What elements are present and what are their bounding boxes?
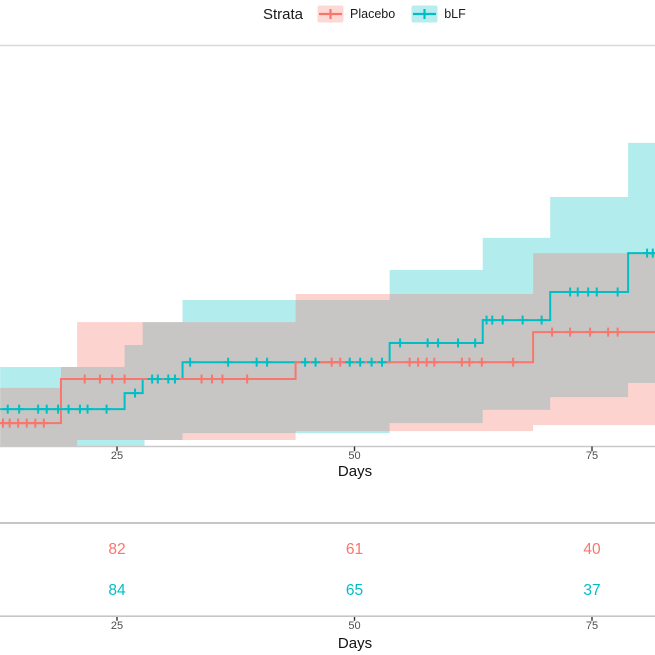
- legend-item-label: bLF: [444, 7, 466, 21]
- risk-count-blf-day75: 37: [583, 582, 601, 599]
- x-tick-label: 50: [348, 620, 361, 632]
- x-tick-label: 50: [348, 450, 361, 462]
- x-tick-label: 25: [110, 450, 124, 462]
- x-tick-label: 25: [110, 620, 124, 632]
- placebo-key-icon: [317, 5, 344, 23]
- x-tick-label: 75: [585, 450, 599, 462]
- legend: Strata Placebo bLF: [263, 3, 482, 25]
- blf-key-icon: [411, 5, 438, 23]
- risk-count-placebo-day25: 82: [108, 541, 126, 558]
- legend-item-blf: bLF: [411, 5, 466, 23]
- plot-x-axis-label: Days: [337, 463, 373, 480]
- risk-count-blf-day25: 84: [108, 582, 126, 599]
- risk-count-placebo-day75: 40: [583, 541, 601, 558]
- risk-table-x-axis-label: Days: [337, 635, 373, 652]
- risk-count-blf-day50: 65: [345, 582, 364, 599]
- legend-title: Strata: [263, 5, 304, 23]
- legend-item-placebo: Placebo: [317, 5, 395, 23]
- x-tick-label: 75: [585, 620, 599, 632]
- legend-item-label: Placebo: [350, 7, 396, 21]
- risk-count-placebo-day50: 61: [345, 541, 364, 558]
